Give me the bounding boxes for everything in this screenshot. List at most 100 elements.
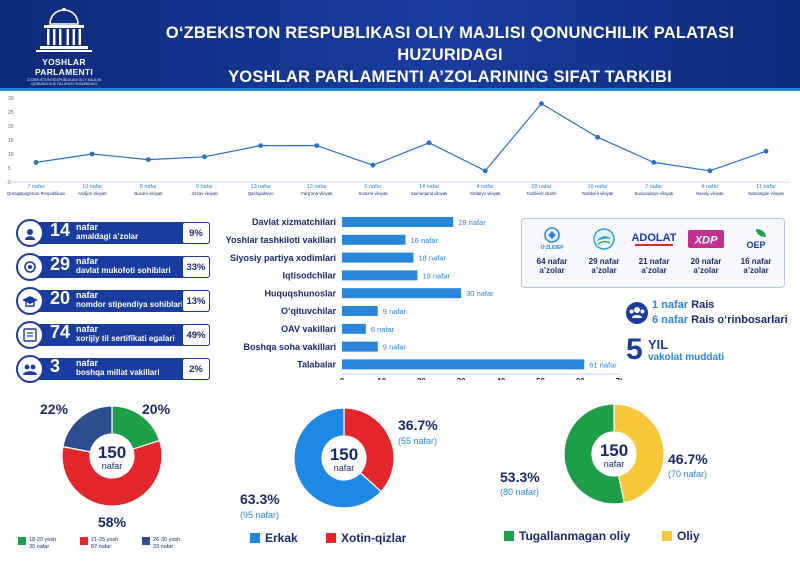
stat-number: 20 [50, 288, 71, 308]
legend-swatch [142, 537, 150, 545]
oep-logo-icon: OEP [746, 229, 766, 250]
logo: YOSHLAR PARLAMENTI O'ZBEKISTON RESPUBLIK… [16, 8, 112, 86]
stat-unit: nafar [76, 256, 99, 266]
region-label: Qashqadaryo [248, 191, 274, 196]
x-tick-label: 10 [377, 377, 386, 380]
legend-label: Xotin-qizlar [341, 531, 407, 545]
party-item: ADOLAT 21 nafar a’zolar [628, 227, 680, 275]
data-point [707, 168, 713, 174]
data-point [145, 157, 151, 162]
donut-center-unit: nafar [102, 461, 123, 471]
party-logo: XDP [680, 227, 732, 251]
bar-category-label: Yoshlar tashkiloti vakillari [226, 235, 336, 245]
stat-card: 20 nafar nomdor stipendiya sohiblari 13% [16, 287, 210, 315]
region-label: Samarqand viloyati [411, 191, 448, 196]
y-tick-label: 5 [8, 166, 11, 172]
slice-percent-label: 63.3% [240, 491, 280, 507]
data-point [538, 101, 544, 106]
bar-value-label: 61 nafar [589, 360, 617, 369]
bar-value-label: 19 nafar [422, 271, 450, 280]
x-tick-label: 30 [457, 377, 466, 380]
header-banner: YOSHLAR PARLAMENTI O'ZBEKISTON RESPUBLIK… [0, 0, 800, 90]
stat-bar [26, 290, 210, 312]
party-item: XDP 20 nafar a’zolar [680, 227, 732, 275]
legend-label: Erkak [265, 531, 298, 545]
y-tick-label: 20 [8, 124, 14, 130]
stat-unit: nafar [76, 290, 99, 300]
stat-percent: 2% [182, 358, 210, 380]
stat-bar [26, 324, 210, 346]
legend-label: Oliy [677, 529, 700, 543]
legend-swatch [250, 533, 260, 543]
professions-bar-chart: Davlat xizmatchilari 28 nafar Yoshlar tash… [226, 217, 622, 380]
parties-panel: O‘ZLIDEP 64 nafar a’zolar 29 nafar a’zolar… [521, 218, 785, 288]
parliament-building-icon [36, 8, 92, 52]
data-point [202, 154, 207, 160]
term-unit: YIL [648, 337, 669, 352]
x-tick-label: 60 [576, 377, 585, 380]
bar [342, 306, 378, 316]
party-logo: ADOLAT [628, 227, 680, 251]
region-label: Andijon viloyati [78, 191, 107, 196]
region-label: Toshkent shahri [526, 191, 556, 196]
legend-label: 18-20 yosh [29, 537, 56, 543]
certificate-icon [16, 321, 44, 349]
party-logo: OEP [730, 227, 782, 251]
bar [342, 323, 366, 334]
bar-category-label: Boshqa soha vakillari [243, 342, 336, 352]
party-name: XDP [694, 235, 718, 247]
legend-swatch [80, 537, 88, 545]
x-tick-label: 0 [340, 377, 345, 380]
term-number: 5 [626, 333, 643, 366]
series-line [35, 102, 767, 172]
party-value: 16 nafar a’zolar [740, 257, 772, 275]
data-point [370, 162, 376, 168]
bar-category-label: Davlat xizmatchilari [252, 217, 336, 227]
point-value-label: 16 nafar [587, 184, 607, 190]
region-label: Jizzax viloyati [191, 191, 217, 196]
data-point [482, 168, 488, 174]
donut-hole [592, 432, 636, 476]
stat-number: 29 [50, 254, 71, 274]
point-value-label: 9 nafar [196, 184, 213, 190]
bar-category-label: Siyosiy partiya xodimlari [230, 253, 336, 263]
legend-swatch [504, 531, 514, 541]
leadership-panel: 1 nafar Rais 6 nafar Rais o‘rinbosarlari [626, 299, 796, 331]
bar-category-label: OAV vakillari [281, 324, 336, 334]
ecological-party-logo-icon [593, 228, 615, 250]
point-value-label: 13 nafar [251, 184, 271, 190]
point-value-label: 8 nafar [140, 184, 157, 190]
donut-hole [322, 436, 366, 480]
medal-icon [16, 253, 44, 281]
uzlidep-logo-icon: O‘ZLIDEP [540, 227, 564, 251]
stat-percent: 9% [182, 222, 210, 244]
stat-number: 3 [50, 356, 61, 376]
legend-sublabel: 33 nafar [153, 544, 173, 550]
donut-center-unit: nafar [604, 459, 625, 469]
bar-category-label: Talabalar [297, 360, 336, 370]
bar-value-label: 9 nafar [383, 343, 407, 352]
legend-sublabel: 87 nafar [91, 544, 111, 550]
slice-percent-label: 53.3% [500, 469, 540, 485]
bar-value-label: 16 nafar [411, 236, 439, 245]
data-point [89, 151, 95, 157]
party-name: OEP [746, 240, 765, 250]
slice-percent-label: 58% [98, 514, 127, 530]
title-line-2: YOSHLAR PARLAMENTI A’ZOLARINING SIFAT TA… [228, 68, 672, 86]
stat-description: amaldagi a’zolar [76, 232, 139, 241]
party-value: 64 nafar a’zolar [536, 257, 568, 275]
region-label: Namangan viloyati [748, 191, 783, 196]
data-point [651, 160, 657, 165]
bar-category-label: Iqtisodchilar [282, 271, 336, 281]
stat-percent: 13% [182, 290, 210, 312]
region-label: Qoraqalpog'iston Respublikasi [7, 191, 65, 196]
data-point [595, 134, 600, 140]
point-value-label: 13 nafar [307, 184, 327, 190]
point-value-label: 4 nafar [477, 184, 494, 190]
region-label: Farg'ona viloyati [301, 191, 332, 196]
data-point [258, 143, 264, 148]
